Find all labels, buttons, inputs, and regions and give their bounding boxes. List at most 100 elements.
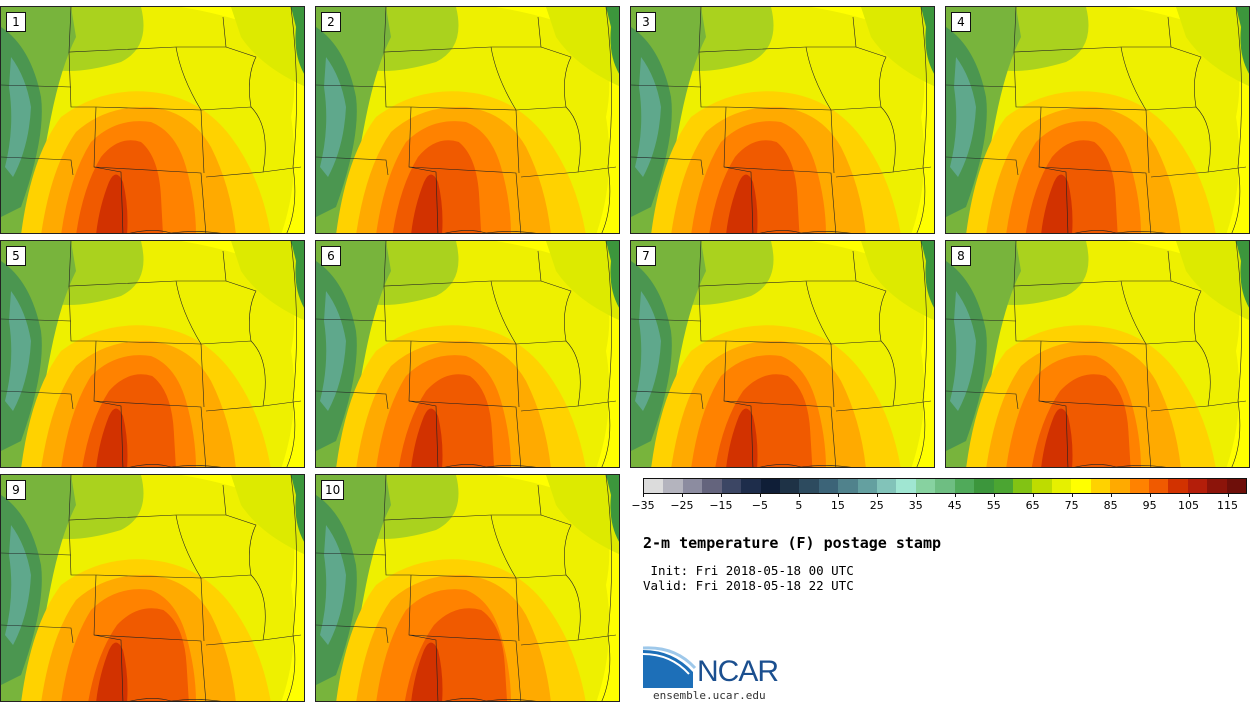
- colorbar-tick-mark: [798, 494, 800, 497]
- colorbar-segment: [1013, 479, 1033, 493]
- colorbar-tick-mark: [1149, 494, 1151, 497]
- colorbar-segment: [877, 479, 897, 493]
- init-time: Init: Fri 2018-05-18 00 UTC: [643, 563, 854, 578]
- colorbar-segment: [644, 479, 664, 493]
- colorbar-tick-label: 15: [830, 499, 845, 512]
- colorbar-tick-labels: −35 −25 −15 −5 5 15 25 35 45 55 65 75 85 95 105 115: [631, 494, 1247, 516]
- colorbar-segment: [915, 479, 936, 493]
- member-number-label: 5: [6, 246, 26, 266]
- colorbar-tick-label: 75: [1064, 499, 1079, 512]
- colorbar-tick-label: 25: [869, 499, 884, 512]
- member-number-label: 1: [6, 12, 26, 32]
- colorbar-tick-label: 65: [1025, 499, 1040, 512]
- logo-text: NCAR: [697, 655, 779, 688]
- forecast-map-panel: 7: [630, 240, 935, 468]
- temperature-map: [946, 7, 1249, 233]
- colorbar-tick-mark: [954, 494, 956, 497]
- colorbar-segment: [1032, 479, 1052, 493]
- colorbar-segment: [974, 479, 994, 493]
- temperature-map: [316, 241, 619, 467]
- colorbar-tick-mark: [1071, 494, 1073, 497]
- colorbar-segment: [818, 479, 839, 493]
- colorbar-tick-label: −25: [670, 499, 694, 512]
- colorbar-tick-label: 95: [1142, 499, 1157, 512]
- colorbar-segment: [1071, 479, 1091, 493]
- forecast-map-panel: 4: [945, 6, 1250, 234]
- forecast-map-panel: 3: [630, 6, 935, 234]
- colorbar-tick-mark: [681, 494, 683, 497]
- colorbar-tick-label: 115: [1217, 499, 1239, 512]
- colorbar-segment: [721, 479, 742, 493]
- colorbar-segment: [935, 479, 955, 493]
- colorbar-segment: [1110, 479, 1130, 493]
- colorbar-tick-mark: [876, 494, 878, 497]
- colorbar-segment: [954, 479, 975, 493]
- colorbar-tick-label: −35: [631, 499, 655, 512]
- colorbar-segment: [702, 479, 722, 493]
- colorbar-tick-label: 55: [986, 499, 1001, 512]
- forecast-map-panel: 5: [0, 240, 305, 468]
- plot-title: 2-m temperature (F) postage stamp: [643, 534, 942, 552]
- colorbar-segment: [838, 479, 858, 493]
- temperature-colorbar: [643, 478, 1247, 494]
- colorbar-tick-mark: [915, 494, 917, 497]
- colorbar-segment: [1207, 479, 1227, 493]
- colorbar-segment: [741, 479, 761, 493]
- member-number-label: 9: [6, 480, 26, 500]
- ncar-logo-icon: [643, 646, 697, 688]
- colorbar-tick-mark: [759, 494, 761, 497]
- forecast-map-panel: 9: [0, 474, 305, 702]
- colorbar-segment: [1090, 479, 1111, 493]
- colorbar-tick-mark: [1227, 494, 1229, 497]
- colorbar-segment: [1148, 479, 1169, 493]
- colorbar-tick-label: 45: [947, 499, 962, 512]
- colorbar-segment: [896, 479, 916, 493]
- colorbar-segment: [779, 479, 800, 493]
- site-url: ensemble.ucar.edu: [653, 689, 766, 702]
- colorbar-segment: [1129, 479, 1149, 493]
- member-number-label: 8: [951, 246, 971, 266]
- colorbar-tick-mark: [720, 494, 722, 497]
- member-number-label: 3: [636, 12, 656, 32]
- valid-time: Valid: Fri 2018-05-18 22 UTC: [643, 578, 854, 593]
- colorbar-tick-label: 85: [1103, 499, 1118, 512]
- temperature-map: [1, 241, 304, 467]
- temperature-map: [631, 241, 934, 467]
- temperature-map: [316, 7, 619, 233]
- member-number-label: 10: [321, 480, 345, 500]
- temperature-map: [316, 475, 619, 701]
- forecast-map-panel: 10: [315, 474, 620, 702]
- colorbar-segment: [857, 479, 878, 493]
- colorbar-tick-mark: [1188, 494, 1190, 497]
- colorbar-segment: [1187, 479, 1208, 493]
- colorbar-tick-mark: [643, 494, 644, 497]
- member-number-label: 4: [951, 12, 971, 32]
- colorbar-segment: [760, 479, 780, 493]
- colorbar-tick-mark: [1110, 494, 1112, 497]
- colorbar-tick-mark: [1032, 494, 1034, 497]
- member-number-label: 7: [636, 246, 656, 266]
- colorbar-segment: [1051, 479, 1072, 493]
- colorbar-tick-mark: [993, 494, 995, 497]
- forecast-map-panel: 6: [315, 240, 620, 468]
- forecast-map-panel: 2: [315, 6, 620, 234]
- colorbar-tick-label: 35: [908, 499, 923, 512]
- temperature-map: [1, 7, 304, 233]
- colorbar-tick-label: −15: [709, 499, 733, 512]
- colorbar-segment: [1168, 479, 1188, 493]
- colorbar-tick-label: −5: [751, 499, 768, 512]
- temperature-map: [1, 475, 304, 701]
- member-number-label: 6: [321, 246, 341, 266]
- temperature-map: [946, 241, 1249, 467]
- colorbar-segment: [1226, 479, 1247, 493]
- colorbar-segment: [663, 479, 683, 493]
- colorbar-segment: [799, 479, 819, 493]
- forecast-map-panel: 8: [945, 240, 1250, 468]
- colorbar-segment: [993, 479, 1014, 493]
- colorbar-tick-label: 105: [1178, 499, 1200, 512]
- member-number-label: 2: [321, 12, 341, 32]
- temperature-map: [631, 7, 934, 233]
- forecast-map-panel: 1: [0, 6, 305, 234]
- colorbar-tick-label: 5: [795, 499, 803, 512]
- colorbar-segment: [682, 479, 703, 493]
